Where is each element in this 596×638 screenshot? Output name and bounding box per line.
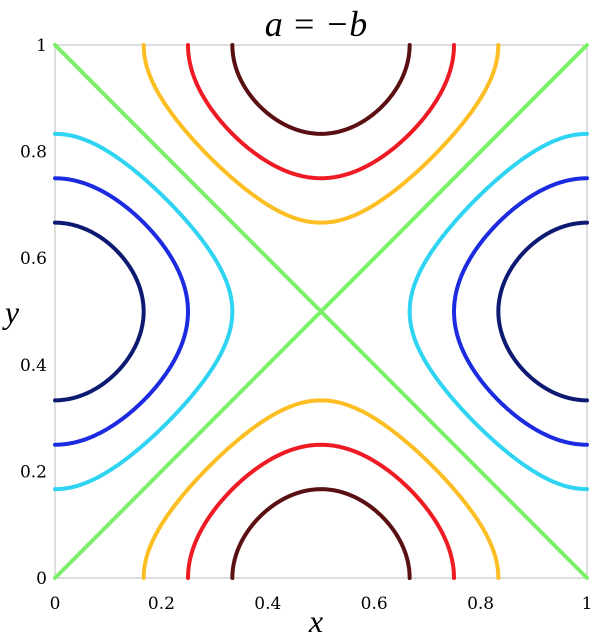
y-tick-label: 0 [36, 569, 47, 589]
contour-line [53, 43, 589, 580]
x-tick-label: 0.4 [254, 594, 281, 614]
y-tick-label: 0.4 [20, 356, 47, 376]
contour-lines [53, 43, 589, 580]
chart-title: a = −b [265, 4, 368, 44]
y-tick-label: 1 [36, 36, 47, 56]
x-tick-label: 0 [50, 594, 61, 614]
y-axis-label: y [2, 294, 20, 330]
x-axis-ticks: 0 0.2 0.4 0.6 0.8 1 [50, 594, 593, 614]
contour-line [53, 176, 589, 447]
x-tick-label: 1 [582, 594, 593, 614]
y-axis-ticks: 0 0.2 0.4 0.6 0.8 1 [20, 36, 47, 589]
y-tick-label: 0.2 [20, 462, 47, 482]
x-tick-label: 0.2 [148, 594, 175, 614]
y-tick-label: 0.8 [20, 143, 47, 163]
contour-line [141, 43, 501, 580]
x-tick-label: 0.6 [361, 594, 388, 614]
y-tick-label: 0.6 [20, 249, 47, 269]
contour-line [53, 131, 589, 492]
x-tick-label: 0.8 [467, 594, 494, 614]
contour-line [53, 220, 589, 403]
contour-line [230, 43, 412, 580]
plot-frame [54, 44, 588, 579]
contour-line [186, 43, 456, 580]
x-axis-label: x [308, 603, 323, 638]
